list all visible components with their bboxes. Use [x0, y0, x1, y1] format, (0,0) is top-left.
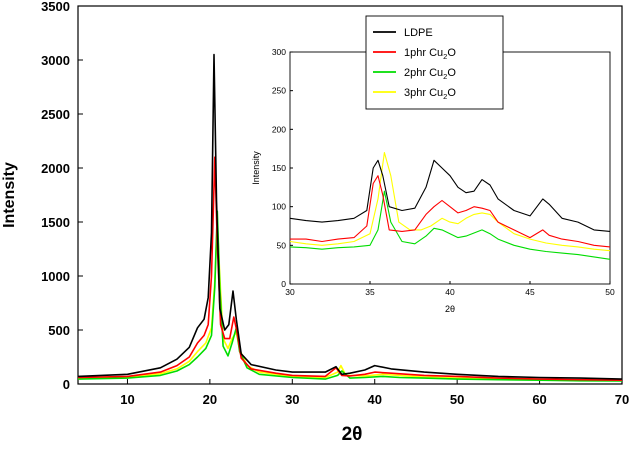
inset-x-tick-label: 45: [525, 287, 535, 297]
main-x-tick-label: 20: [203, 392, 217, 407]
main-x-tick-label: 60: [532, 392, 546, 407]
inset-series-group: [289, 151, 611, 260]
inset-y-tick-label: 200: [272, 124, 286, 134]
main-y-tick-label: 0: [63, 377, 70, 392]
inset-y-tick-label: 0: [281, 279, 286, 289]
main-y-tick-label: 3500: [41, 0, 70, 14]
main-plot-frame: [77, 5, 623, 385]
legend-label: 1phr Cu2O: [404, 47, 456, 61]
inset-y-tick-label: 100: [272, 202, 286, 212]
main-x-tick-label: 30: [285, 392, 299, 407]
legend-label-main: 1phr Cu: [404, 47, 443, 59]
inset-x-ticks: 30 35 40 45 50: [285, 281, 615, 297]
legend-label-main: 3phr Cu: [404, 87, 443, 99]
main-y-tick-label: 1500: [41, 215, 70, 230]
legend-label-sub: 2: [443, 52, 447, 61]
main-x-tick-label: 50: [450, 392, 464, 407]
inset-x-axis-title: 2θ: [445, 304, 455, 314]
inset-y-ticks: 0 50 100 150 200 250 300: [272, 47, 293, 289]
main-x-tick-label: 40: [367, 392, 381, 407]
legend-label-suffix: O: [447, 47, 456, 59]
main-y-tick-label: 2000: [41, 161, 70, 176]
inset-y-tick-label: 50: [277, 240, 287, 250]
inset-y-tick-label: 250: [272, 86, 286, 96]
inset-series-1phr-cu2o: [290, 175, 611, 248]
inset-y-axis-title: Intensity: [251, 151, 261, 185]
legend-label-sub: 2: [443, 72, 447, 81]
main-series-3phr-cu2o: [77, 221, 623, 382]
inset-series-ldpe: [289, 159, 611, 232]
main-y-ticks: 0 500 1000 1500 2000 2500 3000 3500: [41, 0, 83, 392]
main-y-tick-label: 2500: [41, 107, 70, 122]
inset-y-tick-label: 150: [272, 163, 286, 173]
main-series-group: [77, 53, 623, 382]
inset-x-tick-label: 50: [605, 287, 615, 297]
main-y-tick-label: 3000: [41, 53, 70, 68]
main-y-axis-title: Intensity: [1, 162, 18, 228]
main-x-tick-label: 70: [615, 392, 629, 407]
main-y-tick-label: 1000: [41, 269, 70, 284]
inset-series-2phr-cu2o: [289, 190, 611, 260]
main-series-ldpe: [77, 53, 623, 380]
legend-label-main: LDPE: [404, 27, 433, 39]
legend-label: 3phr Cu2O: [404, 87, 456, 101]
inset-x-tick-label: 30: [285, 287, 295, 297]
main-x-ticks: 10 20 30 40 50 60 70: [120, 379, 629, 407]
legend-label-sub: 2: [443, 92, 447, 101]
main-x-axis-title: 2θ: [342, 424, 363, 444]
inset-x-tick-label: 35: [365, 287, 375, 297]
main-series-1phr-cu2o: [77, 156, 623, 381]
legend-label-suffix: O: [447, 67, 456, 79]
legend-label-main: 2phr Cu: [404, 67, 443, 79]
legend-label: 2phr Cu2O: [404, 67, 456, 81]
main-x-tick-label: 10: [120, 392, 134, 407]
legend-label-suffix: O: [447, 87, 456, 99]
main-y-tick-label: 500: [48, 323, 70, 338]
inset-y-tick-label: 300: [272, 47, 286, 57]
legend-label: LDPE: [404, 27, 433, 39]
inset-series-3phr-cu2o: [289, 151, 611, 252]
inset-x-tick-label: 40: [445, 287, 455, 297]
